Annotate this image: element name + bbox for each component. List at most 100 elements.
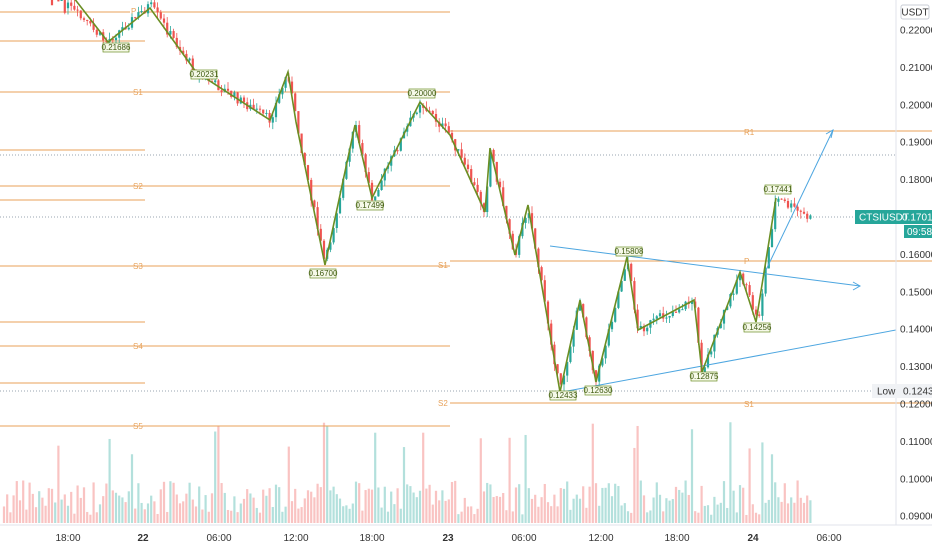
volume-bar — [508, 437, 511, 523]
volume-bar — [540, 497, 543, 523]
candle-body — [809, 215, 812, 219]
time-axis[interactable]: 18:00 22 06:00 12:00 18:00 23 06:00 12:00 18:00 2… — [0, 524, 932, 544]
volume-bar — [646, 512, 649, 523]
zigzag-label: 0.12875 — [690, 372, 719, 381]
volume-bar — [790, 497, 793, 523]
candle-body — [281, 87, 284, 95]
trend-line[interactable] — [765, 129, 834, 271]
trend-line[interactable] — [561, 329, 897, 393]
candle-body — [642, 325, 646, 332]
volume-bar — [671, 499, 674, 523]
candle-body — [697, 307, 700, 343]
candle-body — [735, 280, 738, 294]
volume-bar — [159, 489, 162, 523]
trend-line[interactable] — [549, 245, 861, 287]
candle-body — [76, 9, 79, 11]
volume-bar — [297, 508, 300, 523]
zigzag-label: 0.14256 — [743, 323, 772, 332]
volume-bar — [204, 495, 207, 523]
candle-body — [95, 29, 98, 35]
zigzag-label-box — [764, 184, 792, 195]
candle-body — [226, 88, 230, 91]
volume-bar — [450, 481, 454, 523]
volume-bar — [137, 483, 140, 523]
volume-bar — [236, 512, 239, 523]
candle-body — [614, 307, 617, 322]
volume-bar — [418, 490, 422, 523]
volume-bar — [348, 508, 351, 523]
volume-bar — [754, 512, 758, 523]
volume-bar — [489, 484, 492, 523]
candle-body — [172, 31, 175, 38]
countdown-label: 09:58 — [907, 227, 932, 238]
volume-bar — [41, 497, 44, 523]
zigzag-label: 0.20000 — [408, 89, 437, 98]
volume-bar — [258, 512, 262, 523]
volume-bar — [271, 506, 274, 523]
volume-bar — [690, 429, 694, 523]
candle-body — [492, 149, 495, 162]
candle-body — [466, 164, 470, 170]
candle-body — [598, 365, 601, 382]
volume-bar — [562, 488, 566, 523]
candle-body — [137, 12, 140, 18]
time-tick-label: 18:00 — [359, 533, 384, 544]
low-value-label: 0.12433 — [903, 387, 932, 398]
volume-bar — [543, 483, 546, 523]
candle-body — [546, 301, 550, 324]
time-tick-label: 18:00 — [664, 533, 689, 544]
volume-bar — [18, 500, 22, 523]
volume-bar — [620, 505, 623, 523]
volume-bar — [287, 446, 290, 523]
volume-bar — [89, 514, 92, 523]
volume-bar — [374, 432, 377, 523]
candle-body — [764, 268, 767, 294]
candle-body — [73, 5, 76, 10]
volume-bar — [479, 438, 482, 523]
candle-body — [738, 273, 742, 281]
trend-arrow-head — [825, 128, 834, 139]
candle-body — [182, 50, 185, 54]
zigzag-label-box — [690, 371, 718, 382]
candle-body — [258, 108, 262, 110]
pivot-label: S1 — [438, 261, 448, 270]
volume-bar — [390, 491, 393, 523]
candle-body — [505, 205, 508, 220]
time-tick-label: 18:00 — [55, 533, 80, 544]
candle-body — [431, 111, 434, 114]
candle-body — [489, 149, 492, 187]
volume-bar — [207, 511, 210, 523]
candle-body — [335, 213, 338, 229]
volume-bar — [354, 481, 358, 523]
volume-bar — [393, 504, 396, 523]
candle-body — [322, 240, 326, 259]
volume-bar — [406, 484, 409, 523]
volume-bar — [214, 431, 217, 523]
volume-bar — [783, 483, 786, 523]
candle-body — [524, 217, 527, 223]
volume-bar — [57, 445, 60, 523]
currency-badge[interactable]: USDT — [900, 4, 930, 20]
zigzag-label-box — [408, 88, 436, 99]
volume-bar — [281, 511, 284, 523]
volume-bar — [492, 497, 495, 523]
candle-body — [690, 301, 694, 304]
volume-bar — [239, 503, 242, 523]
volume-bar — [230, 510, 233, 523]
trend-lines[interactable] — [549, 128, 897, 393]
candle-body — [50, 0, 54, 6]
low-label: Low — [877, 387, 896, 398]
candle-body — [338, 197, 342, 214]
volume-bar — [127, 491, 130, 523]
volume-bar — [6, 494, 9, 523]
volume-bar — [537, 506, 540, 523]
volume-bar — [607, 483, 610, 523]
volume-bar — [377, 487, 380, 523]
volume-bar — [441, 490, 444, 523]
candle-body — [470, 169, 473, 183]
price-tick-label: 0.11000 — [900, 437, 932, 448]
volume-bar — [482, 491, 486, 523]
